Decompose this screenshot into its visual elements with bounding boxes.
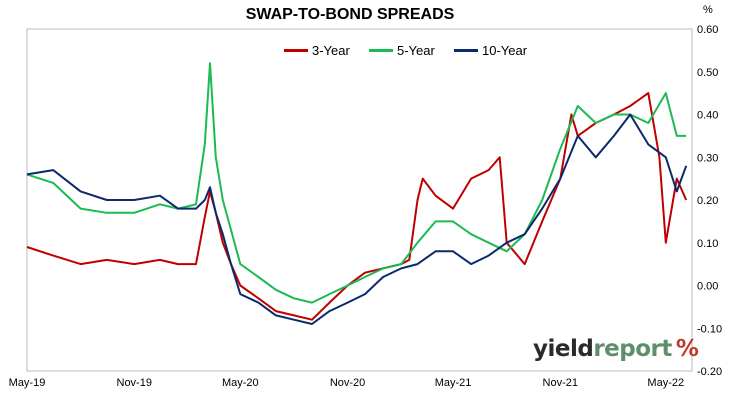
legend: 3-Year 5-Year 10-Year bbox=[0, 43, 729, 63]
y-tick-label: 0.20 bbox=[697, 195, 718, 207]
series-line-10-year bbox=[26, 113, 688, 325]
x-tick-label: May-21 bbox=[435, 377, 472, 389]
brand-part1: yield bbox=[533, 336, 594, 362]
legend-label-10-year: 10-Year bbox=[482, 43, 528, 58]
x-tick-label: Nov-20 bbox=[330, 377, 365, 389]
legend-swatch-10-year bbox=[454, 49, 478, 52]
brand-part2: report bbox=[593, 336, 672, 362]
y-tick-label: 0.10 bbox=[697, 238, 718, 250]
x-tick-label: Nov-19 bbox=[117, 377, 152, 389]
yieldreport-logo: yieldreport% bbox=[533, 336, 699, 362]
x-tick-label: May-20 bbox=[222, 377, 259, 389]
x-tick-label: Nov-21 bbox=[543, 377, 578, 389]
y-tick-label: 0.40 bbox=[697, 110, 718, 122]
chart-title: SWAP-TO-BOND SPREADS bbox=[245, 6, 455, 23]
y-tick-label: -0.20 bbox=[697, 366, 722, 378]
legend-label-5-year: 5-Year bbox=[397, 43, 435, 58]
y-tick-label: 0.50 bbox=[697, 67, 718, 79]
x-axis: May-19 Nov-19 May-20 Nov-20 May-21 Nov-21 May-… bbox=[9, 377, 684, 389]
x-tick-label: May-22 bbox=[647, 377, 684, 389]
plot-frame bbox=[26, 28, 693, 372]
y-tick-label: 0.30 bbox=[697, 152, 718, 164]
legend-item-5-year: 5-Year bbox=[369, 43, 435, 58]
y-axis: 0.60 0.50 0.40 0.30 0.20 0.10 0.00 -0.10 -0.20 bbox=[697, 24, 722, 378]
y-tick-label: -0.10 bbox=[697, 323, 722, 335]
legend-item-10-year: 10-Year bbox=[454, 43, 527, 58]
series-line-5-year bbox=[26, 62, 687, 304]
legend-swatch-3-year bbox=[284, 49, 308, 52]
y-tick-label: 0.00 bbox=[697, 281, 718, 293]
y-axis-unit-label: % bbox=[703, 4, 713, 16]
y-tick-label: 0.60 bbox=[697, 24, 718, 36]
series-line-3-year bbox=[26, 92, 688, 321]
x-tick-label: May-19 bbox=[9, 377, 46, 389]
series-lines bbox=[26, 62, 688, 325]
legend-label-3-year: 3-Year bbox=[312, 43, 350, 58]
legend-item-3-year: 3-Year bbox=[284, 43, 350, 58]
legend-swatch-5-year bbox=[369, 49, 393, 52]
brand-symbol: % bbox=[675, 336, 699, 362]
